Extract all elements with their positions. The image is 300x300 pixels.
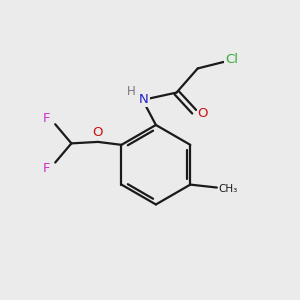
- Text: Cl: Cl: [225, 53, 239, 66]
- Text: CH₃: CH₃: [218, 184, 238, 194]
- Text: O: O: [92, 126, 103, 139]
- Text: O: O: [198, 107, 208, 120]
- Text: N: N: [139, 93, 149, 106]
- Text: H: H: [127, 85, 135, 98]
- Text: F: F: [43, 112, 51, 125]
- Text: F: F: [43, 162, 51, 175]
